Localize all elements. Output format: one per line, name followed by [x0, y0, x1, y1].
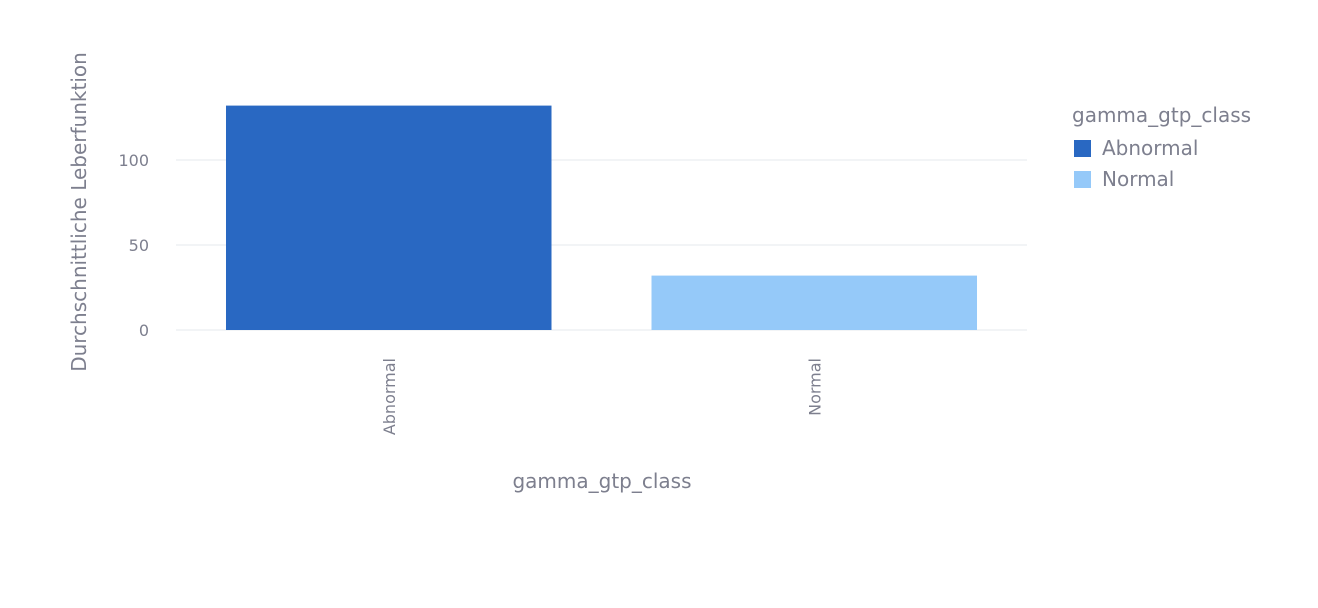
- legend-items: Abnormal Normal: [1074, 136, 1198, 191]
- y-axis-title: Durchschnittliche Leberfunktion: [67, 52, 91, 372]
- legend-swatch[interactable]: [1074, 140, 1091, 157]
- y-tick-label: 0: [139, 321, 149, 340]
- x-axis-ticks: Abnormal Normal: [380, 358, 825, 435]
- y-tick-label: 50: [129, 236, 149, 255]
- x-tick-label: Normal: [805, 358, 824, 416]
- x-axis-title: gamma_gtp_class: [512, 469, 691, 493]
- y-tick-label: 100: [118, 151, 149, 170]
- bars: [225, 105, 978, 330]
- y-axis-ticks: 0 50 100: [118, 151, 149, 340]
- legend-swatch[interactable]: [1074, 171, 1091, 188]
- legend-title: gamma_gtp_class: [1072, 103, 1251, 127]
- bar-normal[interactable]: [651, 275, 978, 330]
- x-tick-label: Abnormal: [380, 358, 399, 435]
- legend: gamma_gtp_class Abnormal Normal: [1072, 103, 1251, 191]
- bar-abnormal[interactable]: [225, 105, 552, 330]
- legend-label[interactable]: Abnormal: [1102, 136, 1198, 160]
- legend-label[interactable]: Normal: [1102, 167, 1174, 191]
